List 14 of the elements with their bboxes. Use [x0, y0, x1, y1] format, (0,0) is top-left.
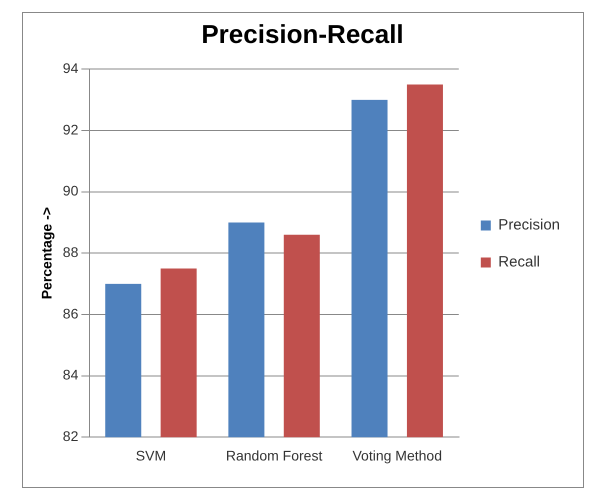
- x-tick-label: Random Forest: [226, 447, 322, 464]
- x-tick-label: SVM: [136, 447, 166, 464]
- y-axis-title: Percentage ->: [38, 207, 54, 300]
- y-tick-label: 86: [62, 305, 79, 322]
- y-tick-label: 88: [62, 244, 79, 260]
- y-tick-label: 82: [62, 428, 79, 444]
- legend-label: Precision: [498, 216, 560, 234]
- y-tick-label: 92: [62, 121, 79, 138]
- y-tick-label: 94: [62, 60, 79, 76]
- y-tick-label: 90: [62, 182, 79, 199]
- legend-label: Recall: [498, 254, 540, 271]
- x-tick-label: Voting Method: [352, 447, 442, 464]
- y-tick-label: 84: [62, 366, 79, 383]
- chart-title: Precision-Recall: [201, 18, 404, 49]
